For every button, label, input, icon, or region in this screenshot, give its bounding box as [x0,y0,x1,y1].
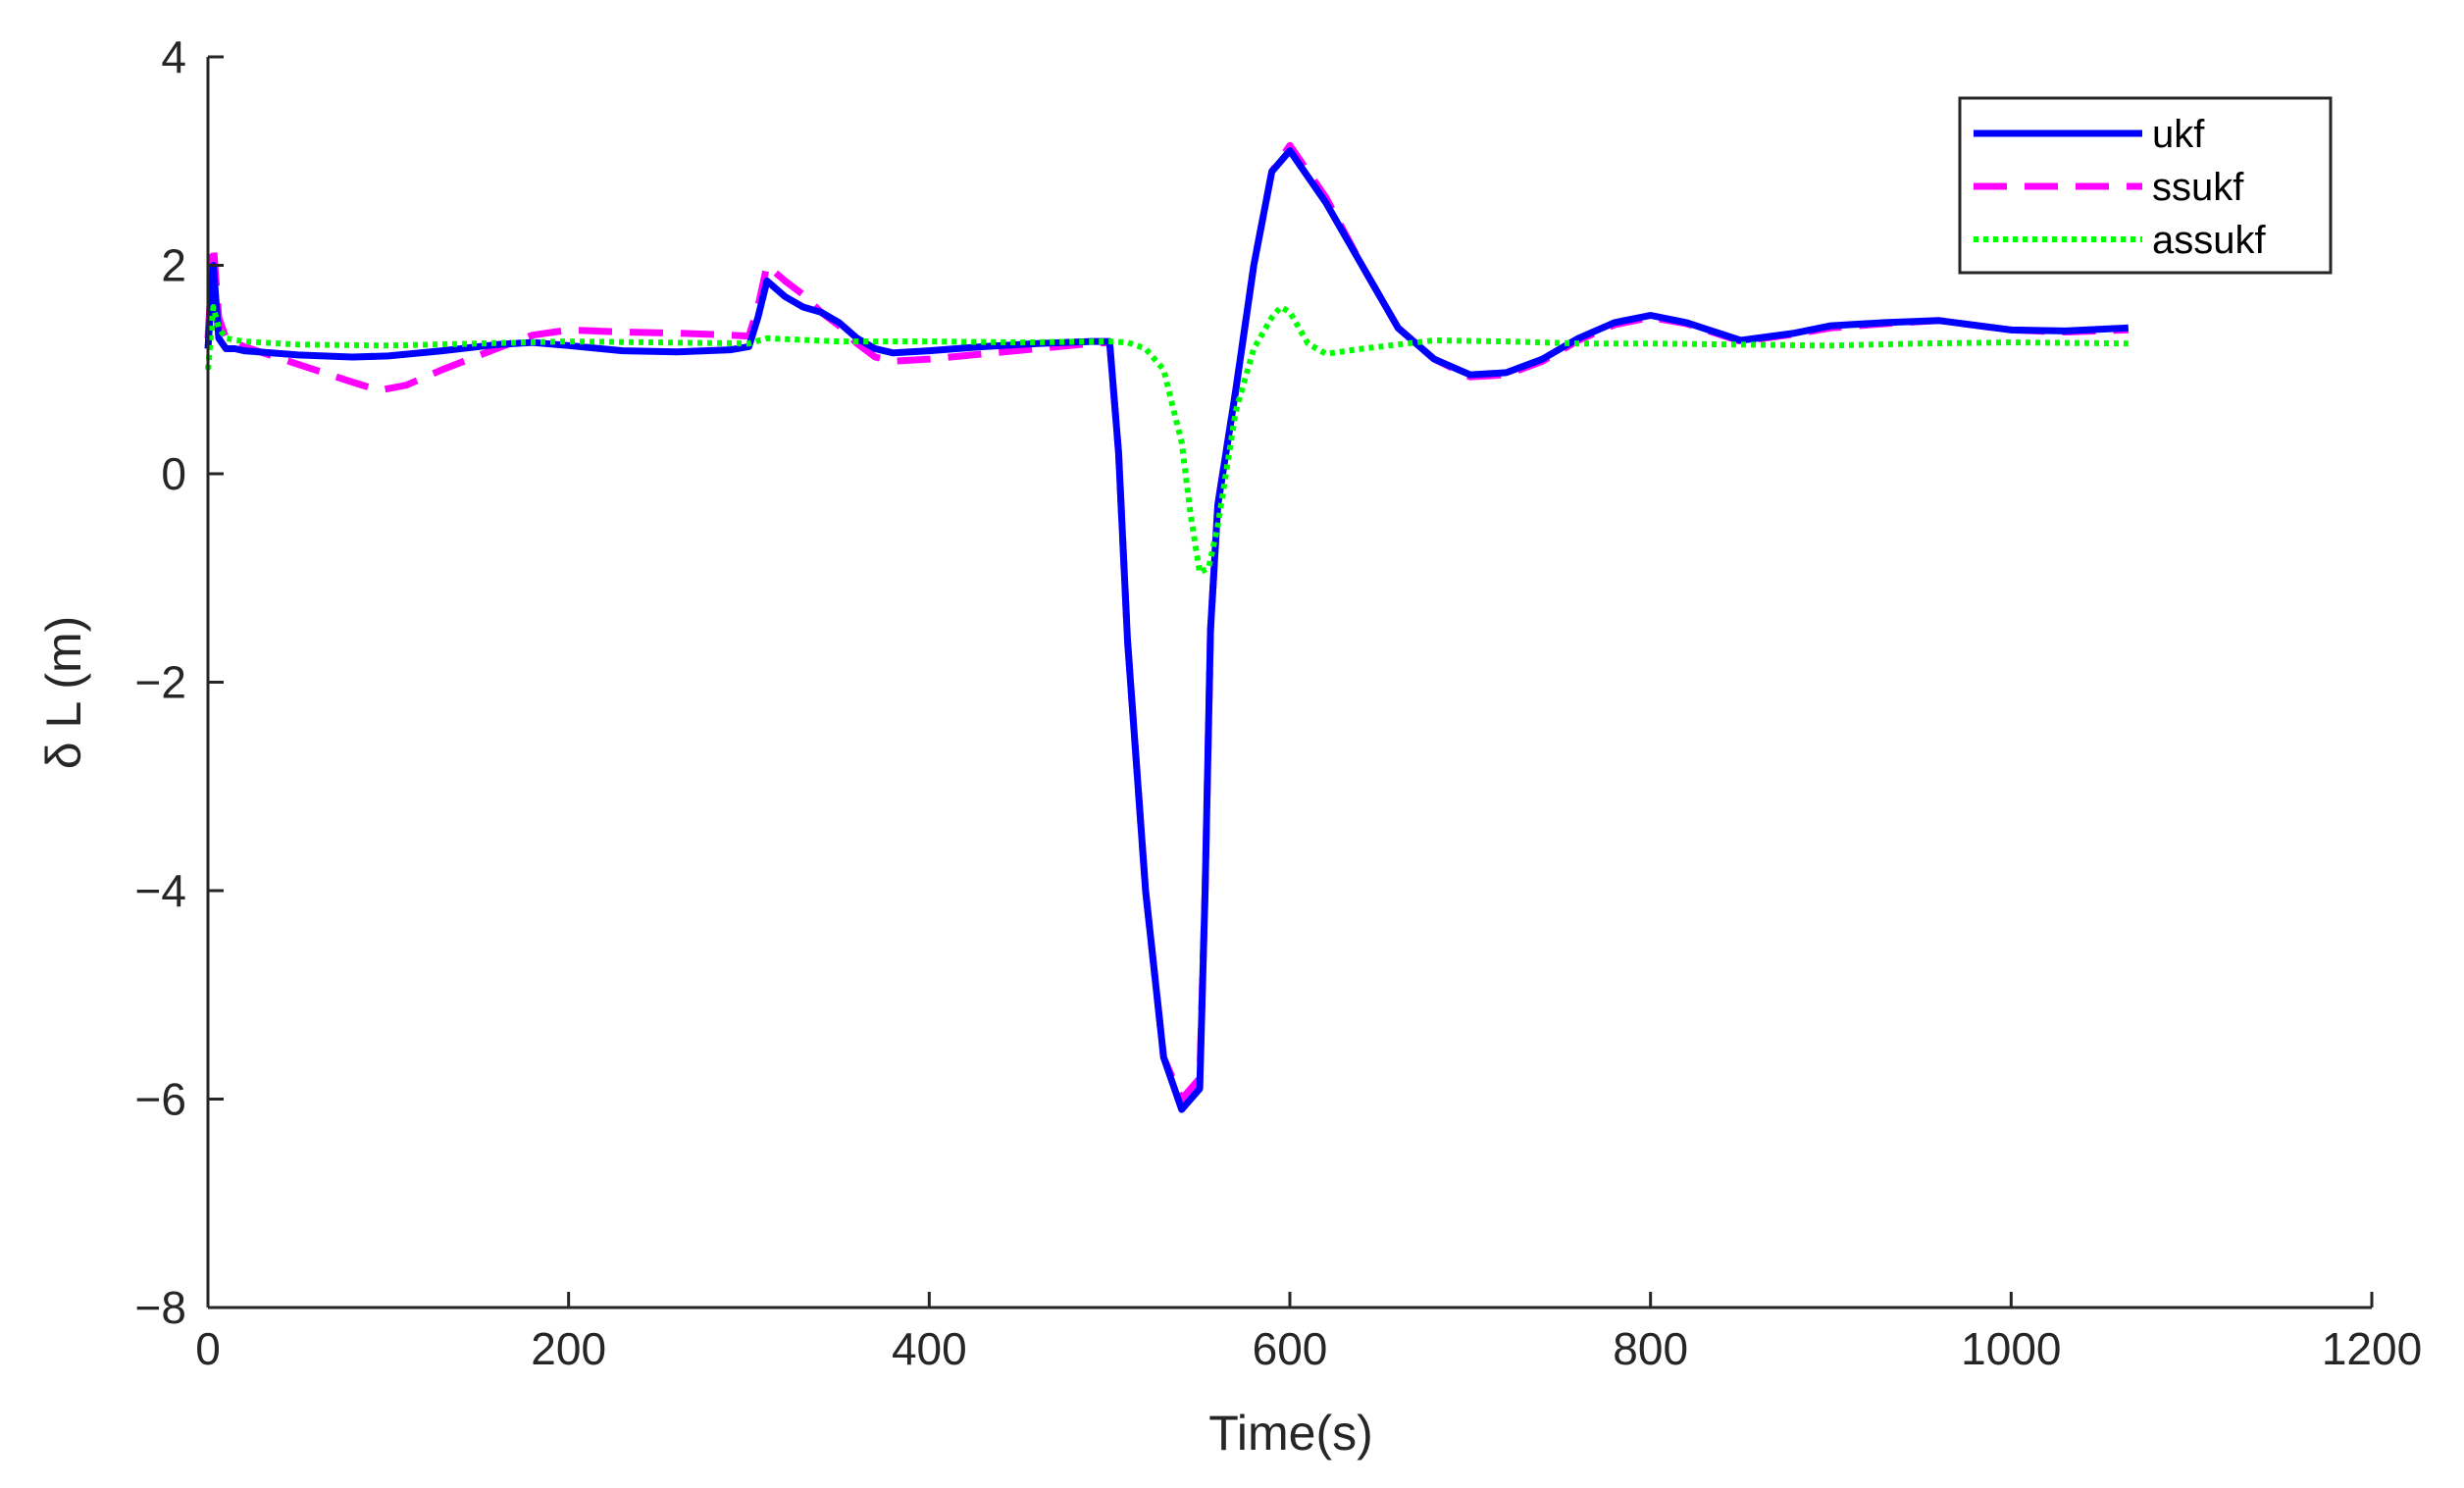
x-axis-label: Time(s) [1208,1406,1373,1461]
legend-label-assukf: assukf [2152,219,2266,262]
x-tick-label: 200 [531,1323,606,1374]
y-tick-label: 2 [161,240,186,291]
x-tick-label: 1000 [1961,1323,2061,1374]
x-tick-label: 400 [892,1323,967,1374]
series-layer [204,141,2129,1113]
x-tick-label: 600 [1253,1323,1328,1374]
legend-label-ssukf: ssukf [2152,166,2244,209]
y-tick-label: −6 [135,1074,186,1125]
x-tick-label: 0 [195,1323,221,1374]
y-tick-label: 0 [161,448,186,499]
legend-label-ukf: ukf [2152,113,2205,156]
axes-layer: 0 200 400 600 800 1000 1200 4 2 0 −2 −4 −6 −8 [135,31,2423,1374]
x-tick-label: 1200 [2322,1323,2422,1374]
y-tick-label: 4 [161,31,186,82]
y-axis-label: δ L (m) [36,616,91,770]
series-line-ssukf [204,141,2129,1103]
legend: ukf ssukf assukf [1958,96,2333,275]
series-line-ukf [204,147,2129,1113]
y-tick-label: −2 [135,657,186,708]
legend-box [1958,96,2333,275]
x-tick-label: 800 [1613,1323,1688,1374]
y-tick-label: −4 [135,865,186,916]
y-tick-label: −8 [135,1282,186,1333]
